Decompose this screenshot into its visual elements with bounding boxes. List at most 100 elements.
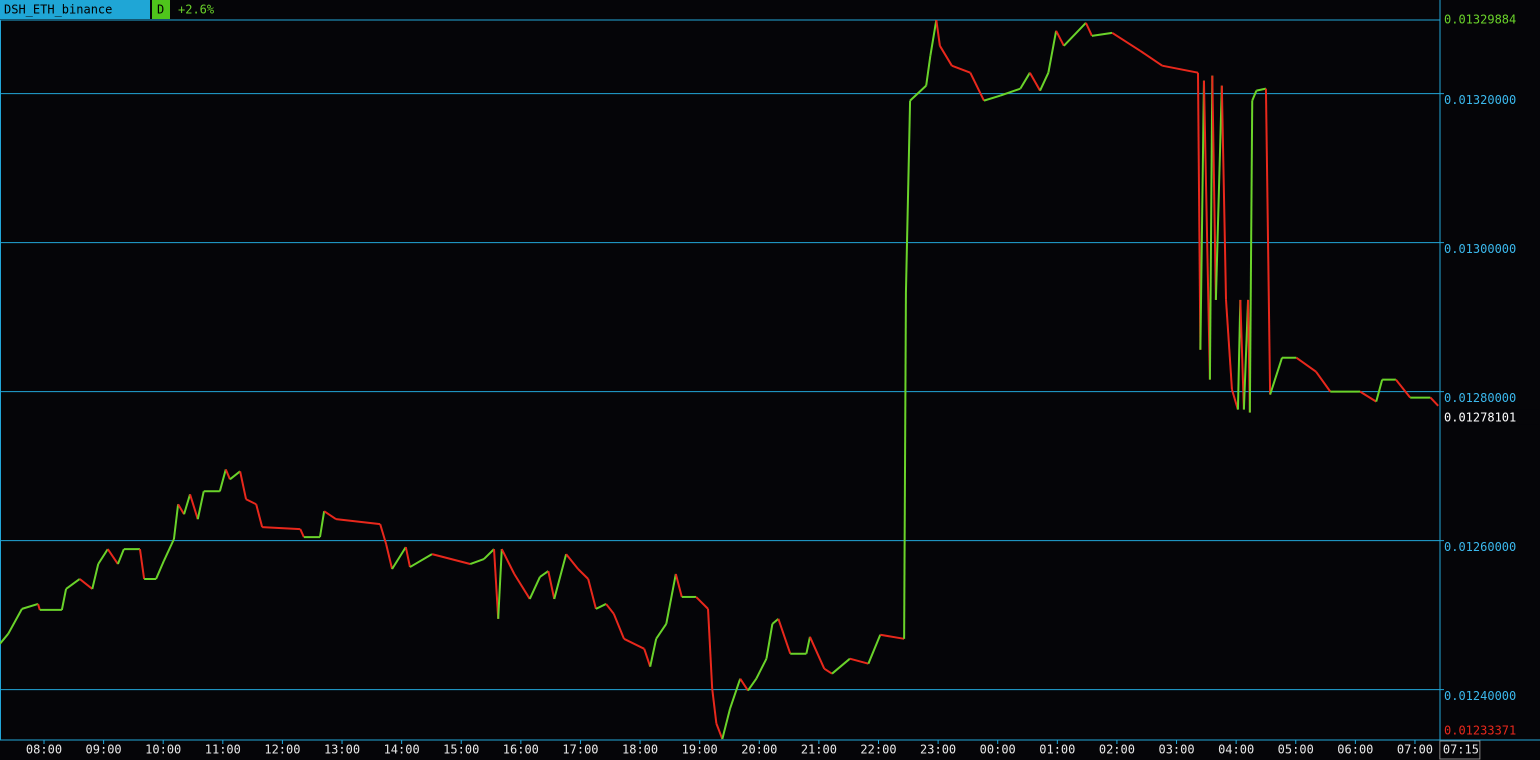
last-price-box [1441, 409, 1539, 425]
x-tick-label: 04:00 [1218, 743, 1254, 757]
current-time-box [1439, 740, 1481, 760]
price-segment [623, 637, 645, 650]
price-segment [707, 608, 714, 689]
price-segment [1208, 75, 1214, 380]
price-segment [1047, 30, 1058, 73]
x-tick-label: 05:00 [1278, 743, 1314, 757]
price-segment [755, 658, 768, 680]
price-segment [409, 553, 433, 568]
price-segment [909, 84, 927, 102]
price-segment [939, 45, 953, 67]
price-segment [483, 548, 495, 560]
price-segment [925, 55, 932, 86]
price-segment [1199, 80, 1205, 350]
last-price-label: 0.01278101 [1444, 410, 1516, 424]
price-segment [595, 603, 607, 610]
price-segment [239, 471, 248, 500]
current-time-label: 07:15 [1443, 743, 1479, 757]
x-tick-label: 16:00 [503, 743, 539, 757]
x-tick-label: 12:00 [264, 743, 300, 757]
price-segment [539, 570, 549, 578]
price-segment [493, 549, 500, 619]
price-segment [729, 678, 742, 709]
price-segment [1196, 72, 1202, 350]
x-tick-label: 13:00 [324, 743, 360, 757]
price-segment [37, 603, 41, 611]
price-segment [747, 678, 758, 692]
price-segment [1295, 356, 1317, 373]
price-segment [1211, 75, 1217, 300]
price-segment [1039, 72, 1050, 92]
price-segment [695, 596, 709, 610]
price-segment [218, 469, 227, 492]
price-segment [431, 553, 471, 565]
y-tick-label: 0.01260000 [1444, 540, 1516, 554]
price-segment [177, 503, 185, 515]
interval: D [157, 3, 164, 17]
price-segment [1264, 88, 1272, 395]
price-segment [323, 510, 337, 520]
price-segment [674, 573, 683, 598]
price-segment [1029, 72, 1041, 92]
x-tick-label: 09:00 [86, 743, 122, 757]
price-segment [643, 648, 652, 667]
price-segment [196, 491, 205, 520]
x-tick-label: 03:00 [1158, 743, 1194, 757]
symbol-box [0, 0, 150, 19]
price-segment [1139, 49, 1163, 67]
y-tick-label: 0.01280000 [1444, 391, 1516, 405]
price-segment [262, 526, 301, 531]
price-segment [655, 623, 668, 640]
price-segment [513, 573, 531, 600]
x-tick-label: 06:00 [1337, 743, 1373, 757]
price-segment [969, 72, 985, 102]
price-segment [831, 657, 851, 675]
x-tick-label: 10:00 [145, 743, 181, 757]
price-segment [665, 573, 677, 625]
price-segment [1248, 100, 1254, 413]
x-tick-label: 15:00 [443, 743, 479, 757]
price-segment [79, 578, 93, 590]
price-segment [97, 548, 109, 565]
price-segment [335, 518, 381, 526]
price-segment [1019, 72, 1031, 90]
y-tick-label: 0.01240000 [1444, 689, 1516, 703]
x-tick-label: 19:00 [682, 743, 718, 757]
price-segment [711, 688, 718, 724]
price-segment [224, 469, 231, 480]
price-segment [106, 548, 119, 565]
x-tick-label: 00:00 [980, 743, 1016, 757]
x-tick-label: 21:00 [801, 743, 837, 757]
price-segment [299, 528, 305, 538]
price-segment [1269, 357, 1283, 395]
price-segment [1256, 87, 1267, 92]
price-segment [867, 634, 882, 665]
price-segment [1239, 299, 1245, 410]
change: +2.6% [178, 3, 215, 17]
price-segment [528, 576, 541, 600]
price-segment [612, 613, 625, 640]
price-segment [155, 560, 165, 580]
price-segment [1231, 389, 1239, 410]
price-segment [771, 618, 779, 625]
price-segment [116, 548, 125, 565]
x-tick-label: 20:00 [741, 743, 777, 757]
symbol: DSH_ETH_binance [4, 3, 112, 17]
price-segment [880, 633, 905, 640]
price-segment [565, 553, 579, 570]
price-segment [0, 633, 9, 645]
price-segment [21, 602, 39, 610]
price-segment [162, 538, 175, 562]
price-segment [60, 588, 68, 611]
price-segment [715, 723, 724, 740]
price-segment [849, 657, 869, 665]
price-segment [245, 498, 257, 506]
price-segment [172, 504, 180, 540]
price-segment [777, 618, 792, 655]
price-segment [721, 708, 732, 740]
price-segment [605, 603, 615, 615]
x-tick-label: 23:00 [920, 743, 956, 757]
price-segment [189, 493, 199, 520]
price-segment [935, 19, 941, 46]
